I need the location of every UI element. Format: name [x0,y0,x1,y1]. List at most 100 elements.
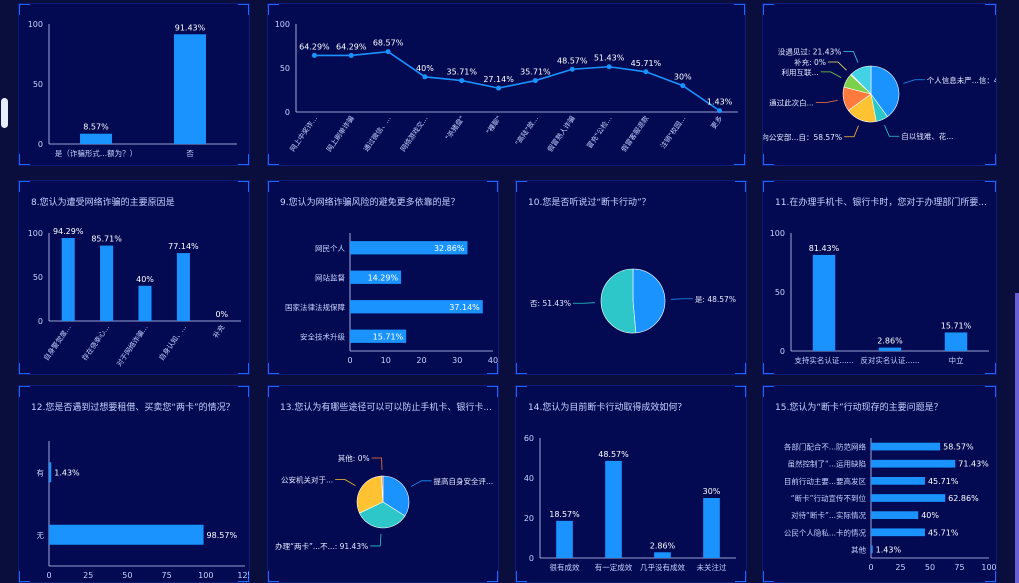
x-tick-label: 50 [925,563,935,572]
bar [871,477,925,485]
y-tick-label: 虽然控制了“...运用缺陷 [787,459,866,469]
bar [871,442,941,451]
bar [871,545,873,554]
panel-corner [268,571,279,582]
y-tick-label: 其他 [851,544,866,554]
data-label: 94.29% [53,227,84,236]
panel-corner [19,154,30,165]
chart-panel-c6: 10.您是否听说过“断卡行动”？ 是: 48.57% 否: 51.43% [515,180,747,375]
data-label: 98.57% [207,531,238,540]
pie-label: 个人信息未严...信：40% [927,75,997,85]
chart-svg: 0 25 50 75 100 125 有 1.43% 无 98.57% [37,441,249,580]
line-point [422,74,428,80]
x-tick-label: 30 [452,356,462,365]
y-tick-label: 20 [524,514,534,523]
pie-label: 是: 48.57% [695,295,736,304]
x-tick-label: 0 [868,563,873,572]
x-tick-label: 冒充"公检... [585,114,614,150]
panel-corner [268,154,279,165]
bar [654,552,671,558]
pie-leader-line [815,99,838,104]
chart-svg: 提高自身安全评... 办理“两卡”...不...: 91.43% 公安机关对于...… [275,453,494,551]
y-tick-label: 安全技术升级 [300,331,345,341]
line-point [496,85,502,91]
x-tick-label: 更多 [709,114,724,131]
y-tick-label: 0 [780,347,785,356]
chart-panel-c10: 14.您认为目前断卡行动取得成效如何？ 0 20 40 60 18.57% 很有成效 48.5… [515,385,747,583]
panel-corner [268,4,279,15]
y-tick-label: 60 [524,434,534,443]
pie-slice [632,268,666,334]
pie-leader-line [410,480,432,487]
bar [174,34,206,145]
data-label: 85.71% [91,235,122,244]
y-tick-label: 各部门配合不...防范网络 [784,442,867,452]
x-tick-label: 有一定成效 [595,562,633,572]
pie-leader-line [335,479,356,487]
data-label: 68.57% [373,39,404,48]
panel-corner [19,386,30,397]
pie-slice [359,501,406,529]
y-tick-label: 40 [524,474,534,483]
x-tick-label: 是（诈骗形式...额为？） [55,148,137,158]
pie-slice [850,65,872,95]
x-tick-label: "杀猪盘" [443,114,466,142]
y-tick-label: “断卡”行动宣传不到位 [791,493,867,503]
y-tick-label: 50 [33,80,43,89]
y-tick-label: 50 [280,64,290,73]
left-scroll-thumb[interactable] [1,98,8,128]
y-tick-label: 0 [38,140,43,149]
data-label: 27.14% [483,75,514,84]
y-tick-label: 对待“断卡”...实际情况 [791,510,866,520]
chart-svg: 0 10 20 30 40 网民个人 32.86% 网站监督 14.29% 国家法律法规保障 37.… [285,233,498,365]
x-tick-label: 存在侥幸心... [80,323,111,362]
data-label: 48.57% [598,450,629,459]
chart-svg: 0 50 100 8.57% 是（诈骗形式...额为？） 91.43% 否 [28,20,237,158]
pie-label: 提高自身安全评... [434,476,494,486]
chart-panel-c11: 15.您认为“断卡”行动现存的主要问题是？ 0 25 50 75 100 各部门配合不...… [762,385,997,583]
chart-svg: 是: 48.57% 否: 51.43% [530,268,736,334]
pie-leader-line [884,125,900,137]
bar [350,270,402,284]
x-tick-label: 注销"校园... [658,114,687,150]
panel-corner [19,181,30,192]
data-label: 40% [136,275,154,284]
line-point [717,108,723,114]
x-tick-label: 0 [46,571,51,580]
chart-title: 12.您是否遇到过想要租借、买卖您“两卡”的情况？ [31,403,235,413]
bar [871,459,956,468]
pie-label: 其他: 0% [338,453,370,463]
panel-corner [985,386,996,397]
x-tick-label: 通过微信、... [361,114,392,153]
data-label: 37.14% [449,303,480,312]
data-label: 45.71% [631,59,662,68]
data-label: 81.43% [809,244,840,253]
panel-corner [735,181,746,192]
chart-svg: 0 50 100 网上中奖诈... 网上刷单诈骗 通过微信、... 网络游戏交... "杀猪盘… [275,20,738,154]
x-tick-label: 75 [162,571,172,580]
pie-leader-line [670,298,693,300]
pie-label: 自以钱难、花... [901,131,953,141]
x-tick-label: 自身认知、... [157,323,188,362]
pie-label: 通过此次白... [769,98,814,108]
bar [871,511,919,519]
panel-corner [763,4,774,15]
pie-label: 否: 51.43% [530,299,571,308]
x-tick-label: "裸聊" [484,114,503,136]
y-tick-label: 网民个人 [315,244,345,253]
right-scrollbar[interactable] [1015,293,1019,583]
chart-title: 11.在办理手机卡、银行卡时，您对于办理部门所要... [775,198,987,208]
panel-corner [763,386,774,397]
chart-svg: 0 25 50 75 100 各部门配合不...防范网络 58.57% 虽然控制了“...运用… [784,438,996,572]
panel-corner [516,363,527,374]
data-label: 0% [215,310,228,319]
bar [871,528,925,537]
chart-svg: 0 50 100 94.29% 自身警觉度... 85.71% 存在侥幸心... 40% 对于网… [28,227,241,368]
data-label: 2.86% [650,541,676,550]
data-label: 30% [674,73,692,82]
x-tick-label: 网络游戏交... [398,114,429,153]
panel-corner [734,154,745,165]
panel-corner [516,181,527,192]
x-tick-label: 10 [381,356,391,365]
x-tick-label: 对于网络诈骗... [114,323,149,368]
